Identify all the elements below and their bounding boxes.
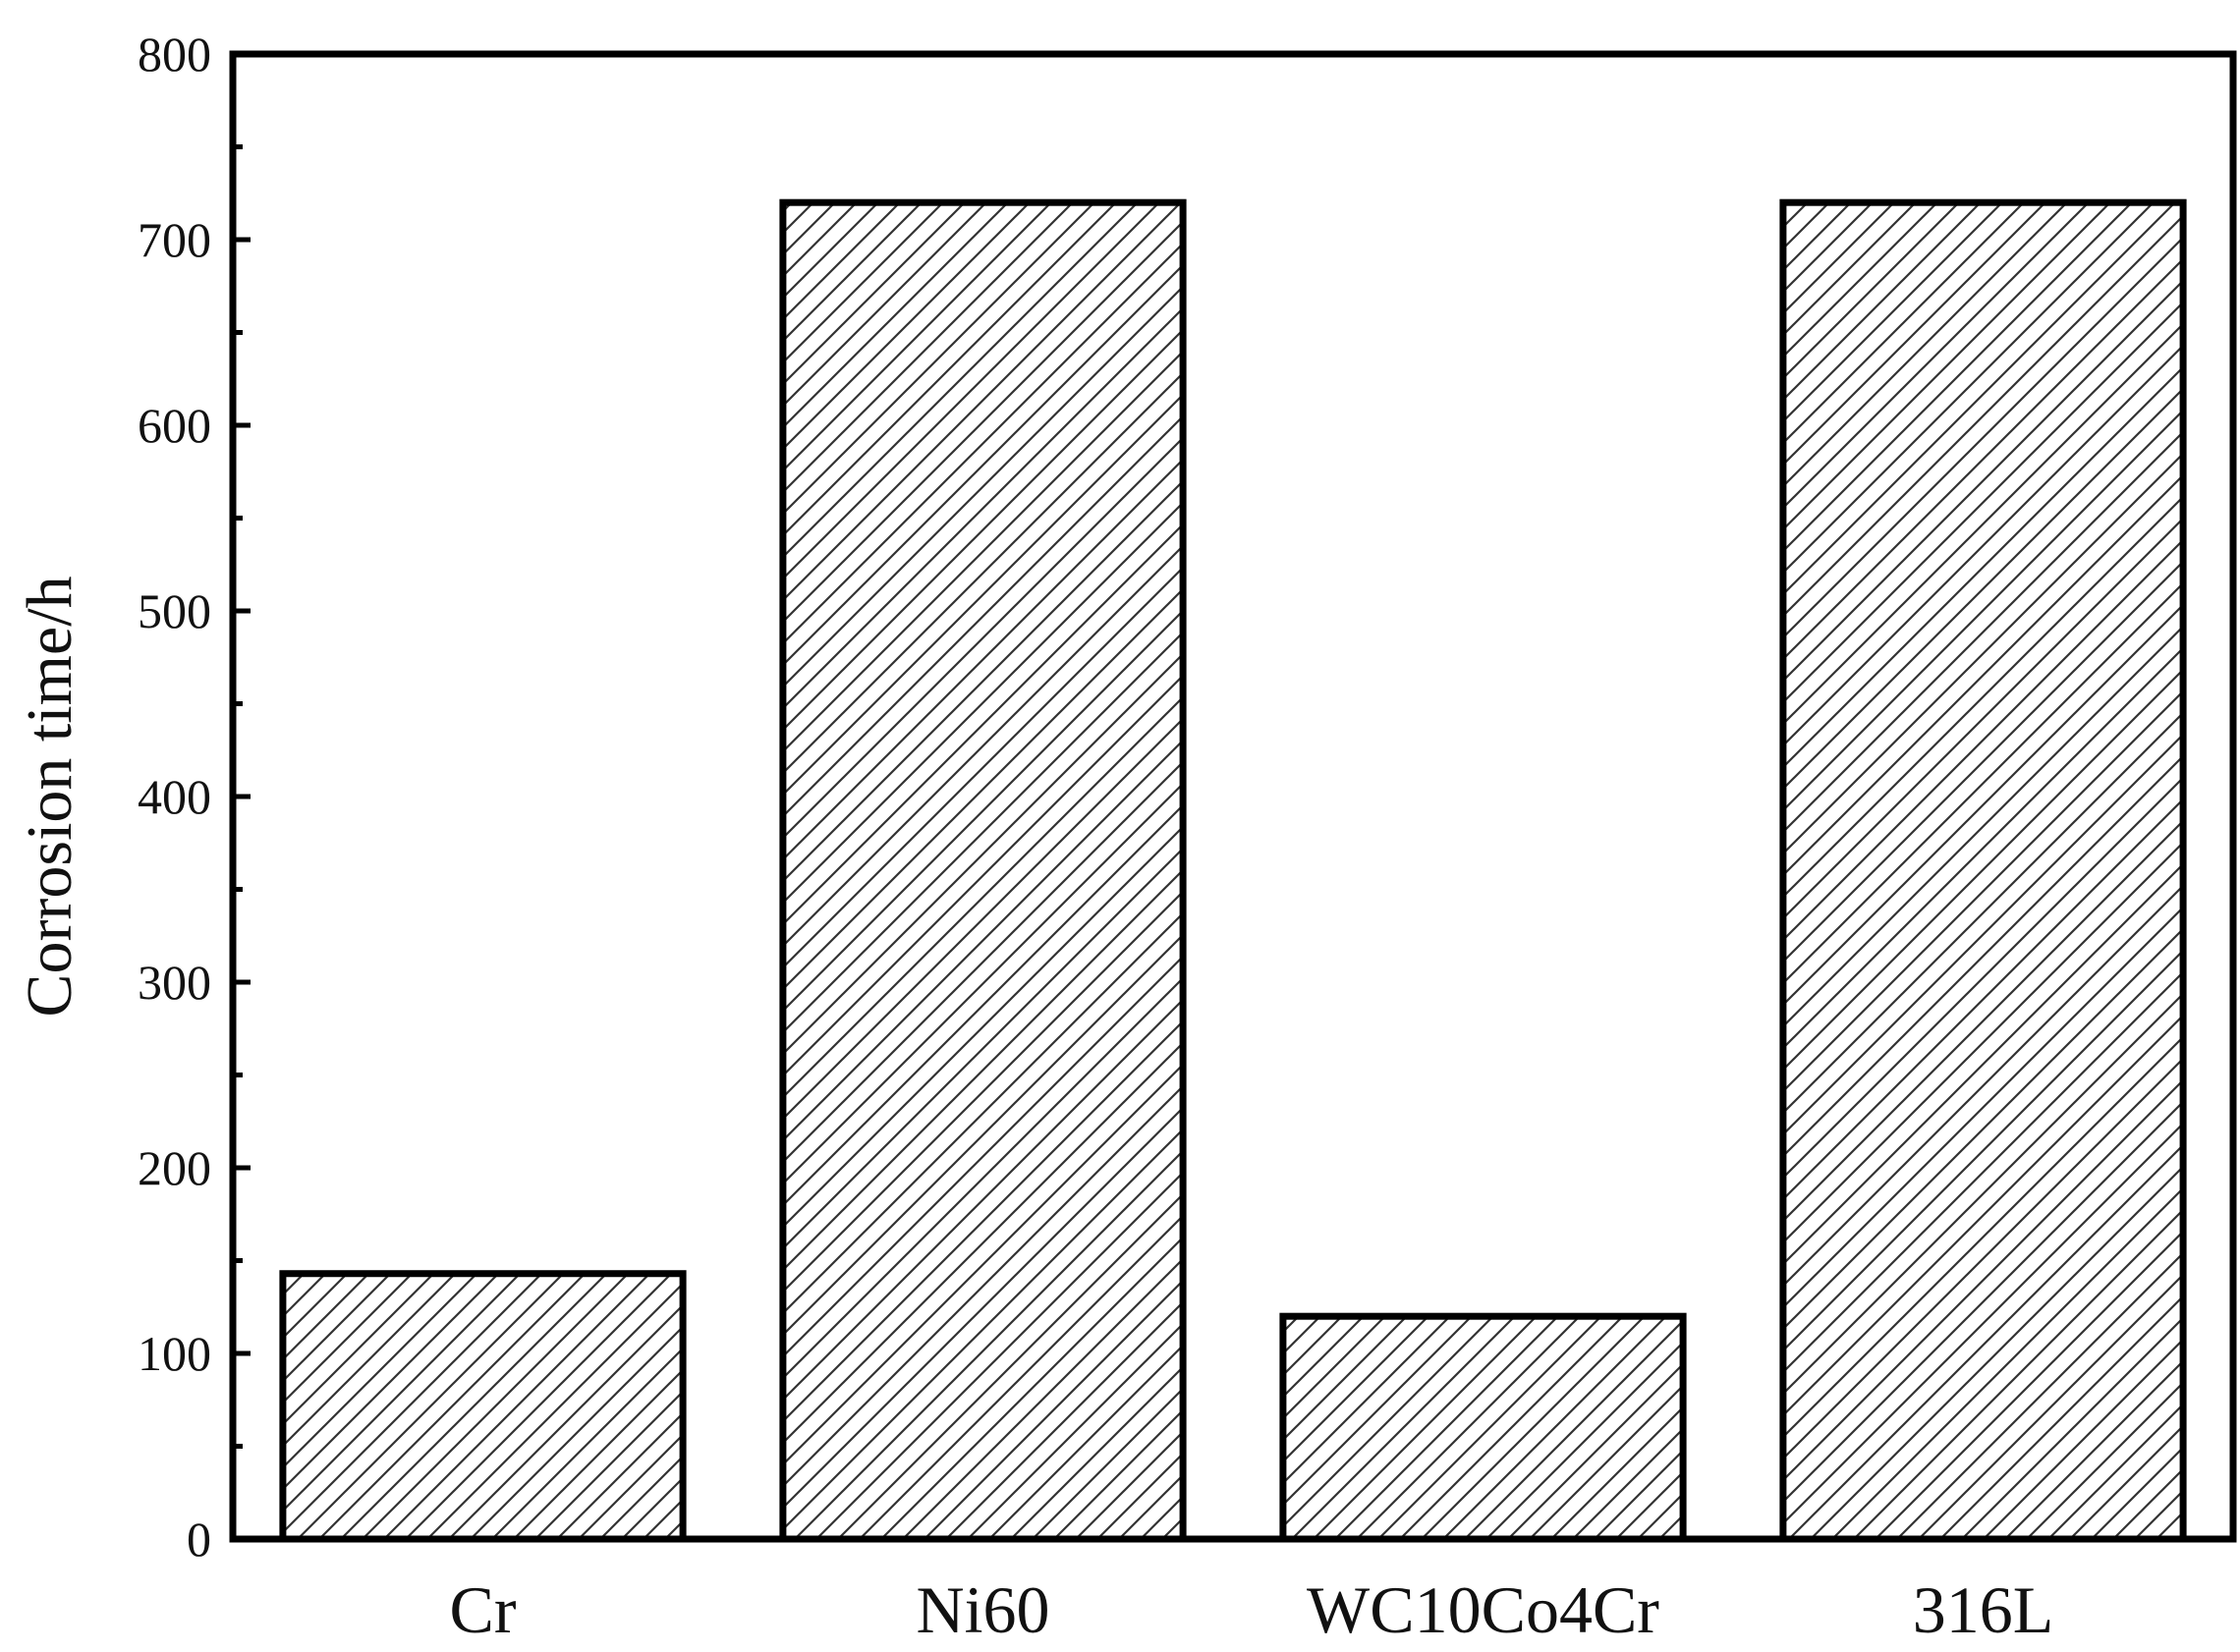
y-tick-label: 700 [138,212,211,267]
x-tick-label: Cr [450,1572,517,1647]
y-tick-label: 600 [138,398,211,453]
y-tick-label: 0 [187,1512,211,1567]
y-axis: 0 100 200 300 400 500 600 700 800 [138,27,251,1567]
y-tick-label: 400 [138,769,211,824]
y-tick-label: 800 [138,27,211,82]
bar-316l [1779,198,2187,1543]
x-tick-label: 316L [1913,1572,2054,1647]
y-tick-label: 100 [138,1326,211,1381]
x-tick-label: WC10Co4Cr [1307,1572,1659,1647]
y-axis-title: Corrosion time/h [14,576,85,1017]
y-tick-label: 500 [138,583,211,638]
y-tick-label: 200 [138,1140,211,1195]
x-tick-label: Ni60 [917,1572,1050,1647]
bar-wc10co4cr [1279,1312,1687,1543]
y-tick-label: 300 [138,955,211,1010]
bars-layer [279,198,2187,1543]
bar-cr [279,1270,687,1543]
x-axis: Cr Ni60 WC10Co4Cr 316L [450,1572,2054,1647]
bar-ni60 [779,198,1187,1543]
